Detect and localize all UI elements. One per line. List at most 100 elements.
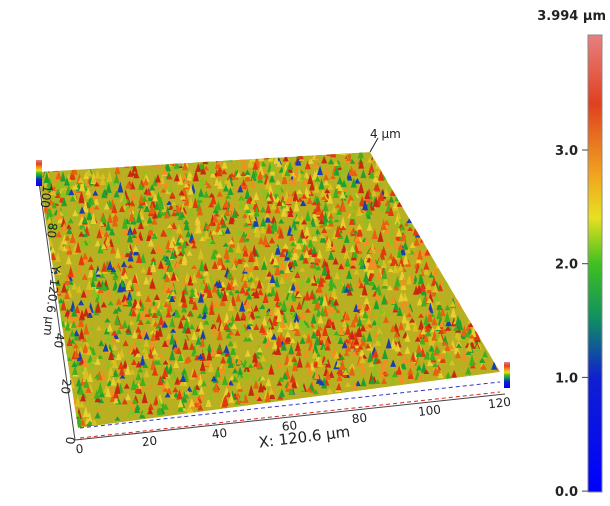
surface-spike — [360, 169, 367, 179]
surface-spike — [302, 255, 309, 264]
surface-spike — [349, 365, 356, 376]
surface-spike — [286, 260, 293, 268]
surface-spike — [282, 243, 289, 249]
surface-spike — [291, 326, 298, 332]
surface-spike — [168, 204, 175, 210]
surface-spike — [162, 366, 169, 377]
surface-spike — [199, 236, 206, 241]
surface-spike — [431, 317, 438, 326]
surface-spike — [273, 154, 280, 165]
surface-spike — [60, 299, 67, 311]
surface-spike — [203, 282, 210, 293]
surface-spike — [149, 277, 156, 289]
surface — [38, 152, 500, 428]
surface-spike — [344, 323, 351, 335]
surface-spike — [293, 166, 300, 178]
surface-spike — [193, 157, 200, 163]
surface-spike — [204, 359, 211, 366]
surface-spike — [469, 353, 476, 366]
surface-spike — [327, 317, 334, 326]
surface-spike — [387, 368, 394, 378]
surface-spike — [264, 212, 271, 218]
surface-spike — [86, 208, 93, 221]
surface-spike — [222, 184, 229, 192]
surface-spike — [287, 286, 294, 293]
surface-spike — [292, 246, 299, 253]
surface-spike — [81, 216, 88, 224]
surface-spike — [453, 344, 460, 355]
surface-spike — [129, 200, 136, 207]
surface-spike — [204, 273, 211, 284]
surface-spike — [349, 229, 356, 235]
surface-spike — [343, 234, 350, 243]
surface-spike — [210, 375, 217, 382]
surface-spike — [203, 229, 210, 240]
surface-spike — [122, 339, 129, 347]
surface-spike — [99, 176, 106, 186]
surface-spike — [247, 155, 254, 168]
surface-spike — [351, 247, 358, 258]
surface-spike — [370, 275, 377, 282]
surface-spike — [448, 359, 455, 366]
surface-spike — [416, 297, 423, 306]
surface-spike — [344, 312, 351, 321]
surface-spike — [175, 237, 182, 246]
surface-spike — [299, 279, 306, 288]
surface-spike — [314, 175, 321, 182]
surface-spike — [100, 281, 107, 292]
surface-spike — [136, 252, 143, 263]
surface-spike — [277, 323, 284, 333]
surface-spike — [434, 346, 441, 353]
surface-spike — [84, 289, 91, 295]
surface-spike — [170, 201, 177, 206]
surface-spike — [77, 177, 84, 183]
surface-spike — [349, 244, 356, 253]
surface-spike — [188, 295, 195, 305]
surface-spike — [226, 317, 233, 323]
surface-spike — [224, 207, 231, 217]
surface-spike — [393, 332, 400, 338]
surface-spike — [161, 321, 168, 328]
surface-spike — [280, 341, 287, 351]
mini-colorbar — [504, 362, 510, 388]
surface-spike — [245, 232, 252, 239]
surface-spike — [268, 363, 275, 375]
surface-spike — [238, 197, 245, 209]
surface-spike — [333, 211, 340, 220]
surface-spike — [189, 289, 196, 297]
surface-spike — [337, 367, 344, 377]
x-tick-label: 100 — [417, 402, 441, 419]
surface-spike — [132, 244, 139, 252]
surface-spike — [73, 329, 80, 337]
surface-spike — [383, 315, 390, 323]
surface-spike — [408, 359, 415, 368]
surface-spike — [152, 176, 159, 187]
surface-spike — [52, 167, 59, 172]
surface-spike — [232, 367, 239, 374]
surface-spike — [121, 319, 128, 329]
surface-spike — [296, 188, 303, 195]
surface-spike — [256, 346, 263, 353]
surface-spike — [135, 360, 142, 368]
surface-spike — [287, 356, 294, 366]
y-tick-label: 100 — [38, 184, 55, 208]
surface-spike — [267, 152, 274, 162]
colorbar — [587, 34, 603, 493]
surface-spike — [152, 359, 159, 365]
surface-spike — [351, 169, 358, 177]
surface-spike — [398, 371, 405, 383]
surface-spike — [114, 246, 121, 259]
surface-spike — [390, 188, 397, 197]
surface-spike — [294, 324, 301, 337]
surface-spike — [251, 373, 258, 382]
surface-spike — [404, 346, 411, 354]
surface-spike — [197, 177, 204, 189]
surface-spike — [132, 207, 139, 217]
surface-spike — [125, 280, 132, 291]
surface-spike — [235, 250, 242, 260]
surface-spike — [254, 310, 261, 317]
surface-spike — [389, 375, 396, 385]
surface-spike — [112, 273, 119, 278]
surface-spike — [243, 368, 250, 379]
surface-spike — [47, 198, 54, 205]
